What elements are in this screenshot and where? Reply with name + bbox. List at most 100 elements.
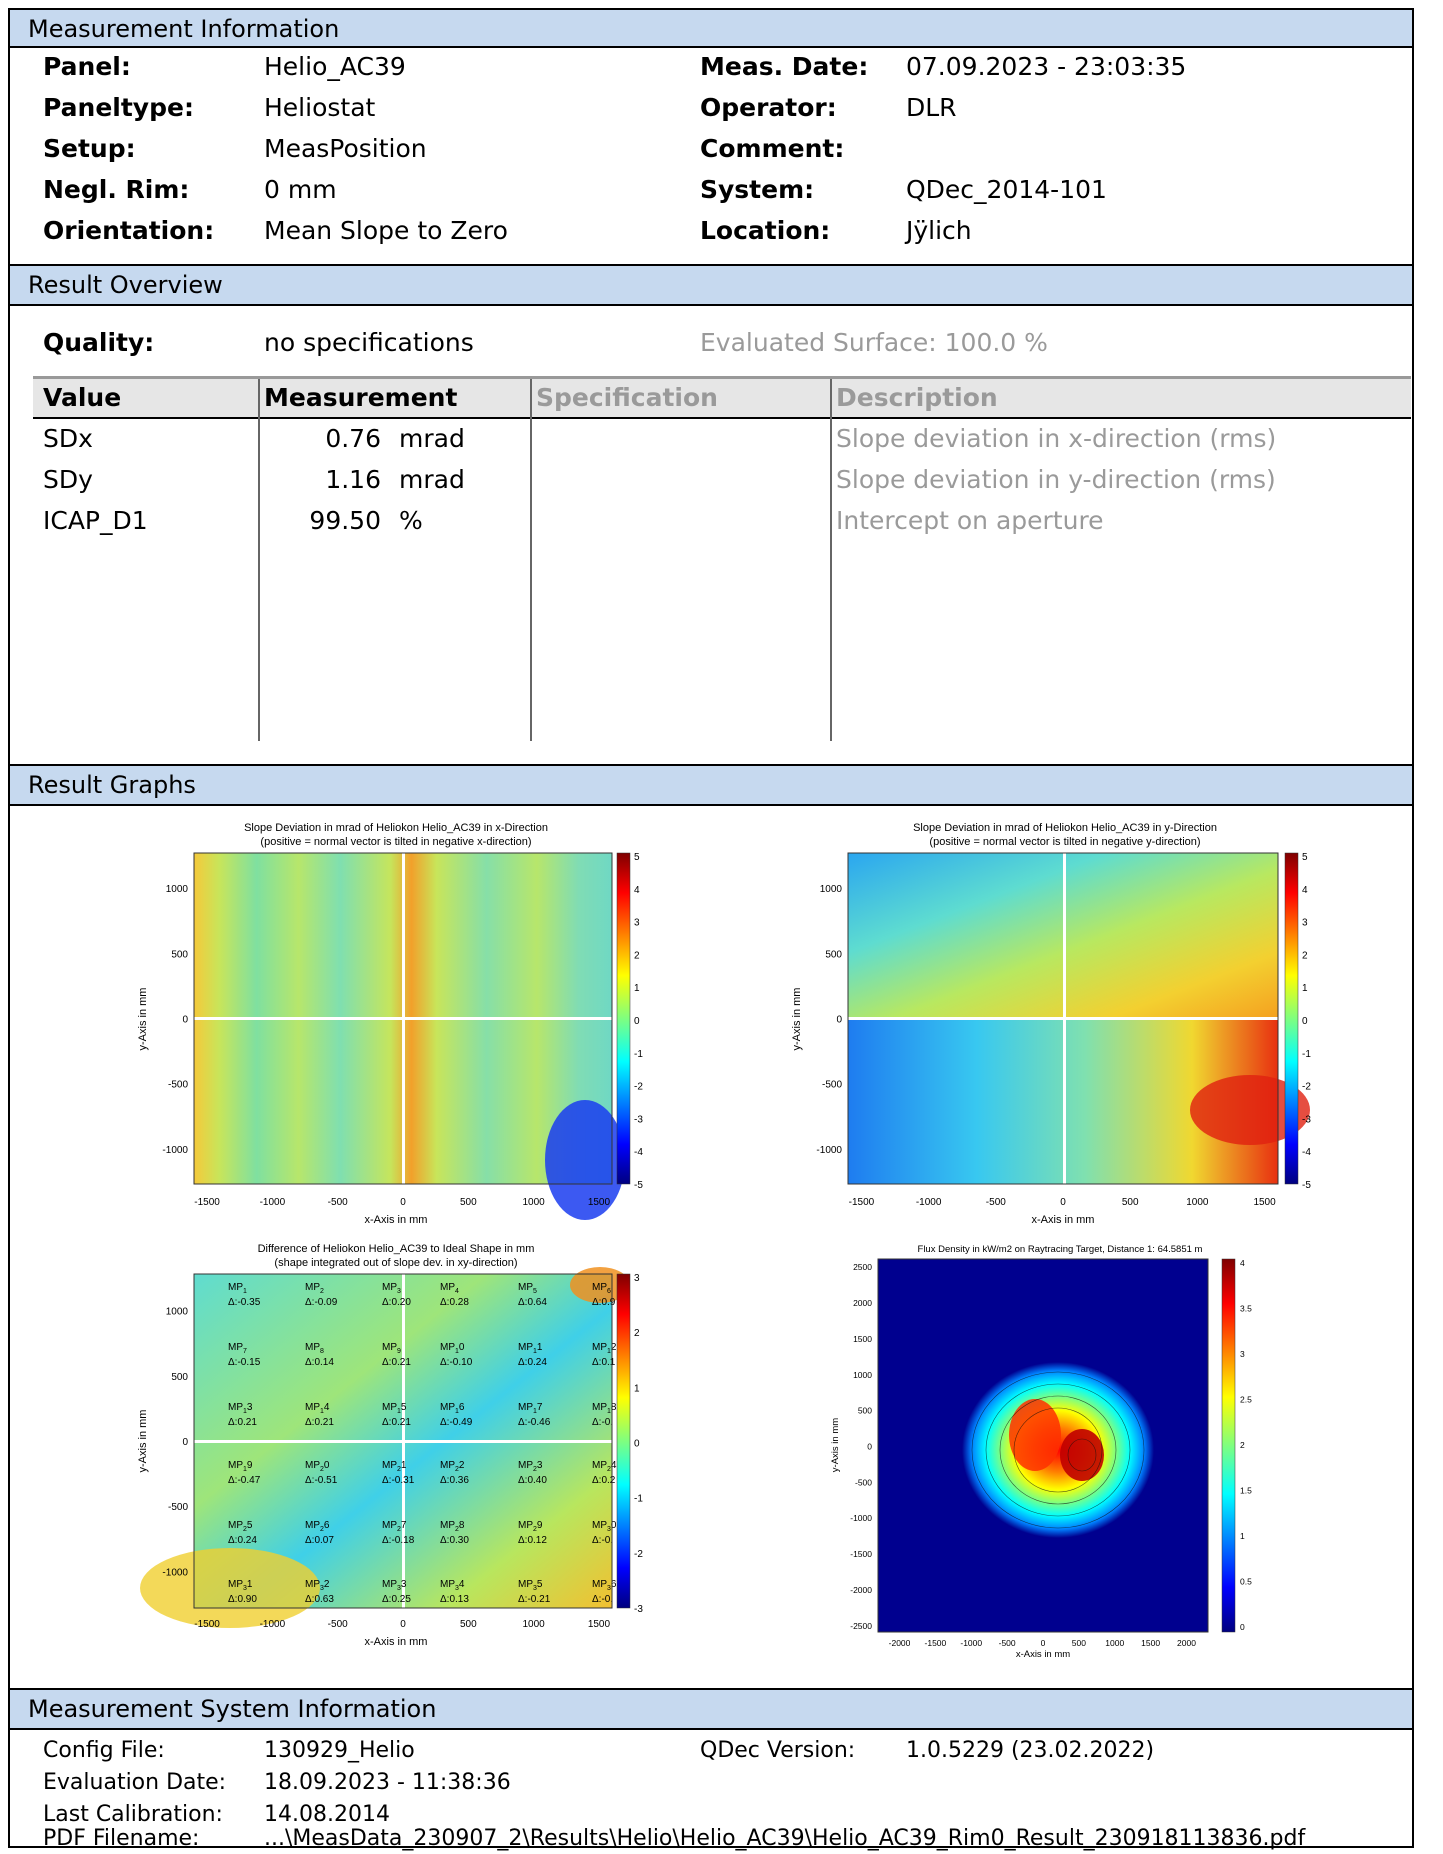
measurement-point-label: MP6 bbox=[592, 1282, 611, 1295]
x-tick-label: 1000 bbox=[523, 1619, 546, 1630]
system-value: QDec_2014-101 bbox=[906, 175, 1107, 204]
operator-label: Operator: bbox=[700, 93, 837, 122]
measurement-point-delta: Δ:0.07 bbox=[305, 1535, 334, 1546]
measurement-point-label: MP15 bbox=[382, 1402, 407, 1415]
system-info-header: Measurement System Information bbox=[10, 1690, 1412, 1728]
x-tick-label: -500 bbox=[986, 1197, 1006, 1208]
x-tick-label: 2000 bbox=[1177, 1638, 1196, 1648]
colorbar-tick-label: 3 bbox=[634, 918, 640, 929]
measurement-point-delta: Δ:-0.15 bbox=[228, 1357, 261, 1368]
measurement-point-label: MP4 bbox=[440, 1282, 459, 1295]
measurement-point-label: MP16 bbox=[440, 1402, 465, 1415]
col-header-specification: Specification bbox=[536, 383, 718, 412]
y-tick-label: 500 bbox=[171, 949, 188, 960]
x-tick-label: 1000 bbox=[1186, 1197, 1209, 1208]
measurement-point-delta: Δ:0.24 bbox=[518, 1357, 547, 1368]
x-tick-label: -1000 bbox=[960, 1638, 982, 1648]
version-label: QDec Version: bbox=[700, 1738, 856, 1763]
plot-subtitle: (positive = normal vector is tilted in n… bbox=[260, 836, 531, 848]
measurement-point-label: MP20 bbox=[305, 1460, 330, 1473]
panel-label: Panel: bbox=[43, 52, 131, 81]
y-tick-label: 1000 bbox=[166, 1307, 189, 1318]
measurement-point-delta: Δ:-0.49 bbox=[440, 1417, 473, 1428]
colorbar-tick-label: -2 bbox=[1302, 1082, 1311, 1093]
pdf-filename-value: ...\MeasData_230907_2\Results\Helio\Heli… bbox=[264, 1826, 1306, 1851]
plot-title: Slope Deviation in mrad of Heliokon Heli… bbox=[244, 822, 548, 834]
x-tick-label: -1000 bbox=[260, 1197, 286, 1208]
config-label: Config File: bbox=[43, 1738, 165, 1763]
measurement-point-label: MP33 bbox=[382, 1579, 407, 1592]
y-tick-label: -500 bbox=[855, 1477, 872, 1487]
y-tick-label: 0 bbox=[836, 1015, 842, 1026]
pdf-filename-label: PDF Filename: bbox=[43, 1826, 200, 1851]
colorbar-tick-label: -3 bbox=[1302, 1114, 1311, 1125]
plot-border bbox=[847, 852, 1279, 1185]
plot-title: Flux Density in kW/m2 on Raytracing Targ… bbox=[918, 1244, 1203, 1255]
x-tick-label: -1500 bbox=[194, 1619, 220, 1630]
x-tick-label: 1000 bbox=[1105, 1638, 1124, 1648]
eval-date-label: Evaluation Date: bbox=[43, 1770, 227, 1795]
measurement-point-delta: Δ:0.13 bbox=[440, 1594, 469, 1605]
measurement-point-delta: Δ:0.1 bbox=[592, 1357, 616, 1368]
y-tick-label: -2500 bbox=[850, 1621, 872, 1631]
x-tick-label: -1000 bbox=[916, 1197, 942, 1208]
measurement-point-delta: Δ:-0.18 bbox=[382, 1535, 415, 1546]
y-tick-label: 0 bbox=[182, 1015, 188, 1026]
heatmap-low-region bbox=[545, 1100, 625, 1220]
operator-value: DLR bbox=[906, 93, 957, 122]
x-tick-label: -500 bbox=[328, 1197, 348, 1208]
measurement-point-label: MP1 bbox=[228, 1282, 247, 1295]
colorbar-tick-label: 1.5 bbox=[1240, 1486, 1252, 1496]
measurement-point-label: MP5 bbox=[518, 1282, 537, 1295]
measurement-point-delta: Δ:0.28 bbox=[440, 1297, 469, 1308]
x-tick-label: 500 bbox=[1072, 1638, 1086, 1648]
measurement-point-label: MP19 bbox=[228, 1460, 253, 1473]
row-description: Slope deviation in y-direction (rms) bbox=[836, 465, 1276, 494]
measurement-point-delta: Δ:0.21 bbox=[382, 1357, 411, 1368]
col-divider bbox=[830, 379, 832, 741]
row-description: Slope deviation in x-direction (rms) bbox=[836, 424, 1277, 453]
colorbar-tick-label: 0 bbox=[634, 1016, 640, 1027]
y-tick-label: -500 bbox=[168, 1502, 188, 1513]
x-tick-label: -2000 bbox=[889, 1638, 911, 1648]
table-header-bg bbox=[33, 379, 1411, 417]
measurement-point-delta: Δ:0.14 bbox=[305, 1357, 334, 1368]
row-value: 0.76 bbox=[325, 424, 381, 453]
y-tick-label: 0 bbox=[867, 1442, 872, 1452]
location-value: Jÿlich bbox=[906, 216, 972, 245]
flux-density-plot: Flux Density in kW/m2 on Raytracing Targ… bbox=[830, 1244, 1236, 1660]
measurement-point-label: MP28 bbox=[440, 1520, 465, 1533]
colorbar bbox=[616, 852, 631, 1185]
x-tick-label: 1500 bbox=[1141, 1638, 1160, 1648]
measurement-point-label: MP21 bbox=[382, 1460, 407, 1473]
y-tick-label: 1000 bbox=[820, 884, 843, 895]
colorbar-tick-label: 5 bbox=[1302, 852, 1308, 863]
y-axis-label: y-Axis in mm bbox=[791, 988, 803, 1051]
measurement-point-label: MP9 bbox=[382, 1342, 401, 1355]
y-tick-label: -1000 bbox=[850, 1513, 872, 1523]
colorbar-tick-label: 4 bbox=[634, 885, 640, 896]
measurement-point-label: MP11 bbox=[518, 1342, 543, 1355]
colorbar-tick-label: -1 bbox=[634, 1494, 643, 1505]
plot-border bbox=[193, 1273, 613, 1609]
measurement-point-delta: Δ:0.36 bbox=[440, 1475, 469, 1486]
y-tick-label: 0 bbox=[182, 1437, 188, 1448]
row-name: SDx bbox=[43, 424, 93, 453]
measurement-point-delta: Δ:0.20 bbox=[382, 1297, 411, 1308]
measurement-point-label: MP30 bbox=[592, 1520, 617, 1533]
measurement-point-delta: Δ:0.40 bbox=[518, 1475, 547, 1486]
measurement-point-delta: Δ:0.21 bbox=[305, 1417, 334, 1428]
x-tick-label: -1500 bbox=[925, 1638, 947, 1648]
paneltype-label: Paneltype: bbox=[43, 93, 194, 122]
colorbar-tick-label: -3 bbox=[634, 1604, 643, 1615]
row-value: 99.50 bbox=[309, 506, 381, 535]
y-tick-label: 500 bbox=[858, 1406, 872, 1416]
plot-border bbox=[193, 852, 613, 1185]
orientation-value: Mean Slope to Zero bbox=[264, 216, 508, 245]
x-tick-label: -500 bbox=[328, 1619, 348, 1630]
y-axis-label: y-Axis in mm bbox=[137, 988, 149, 1051]
measurement-point-delta: Δ:-0.46 bbox=[518, 1417, 551, 1428]
divider bbox=[10, 264, 1412, 266]
y-tick-label: -1000 bbox=[162, 1145, 188, 1156]
quality-label: Quality: bbox=[43, 328, 155, 357]
